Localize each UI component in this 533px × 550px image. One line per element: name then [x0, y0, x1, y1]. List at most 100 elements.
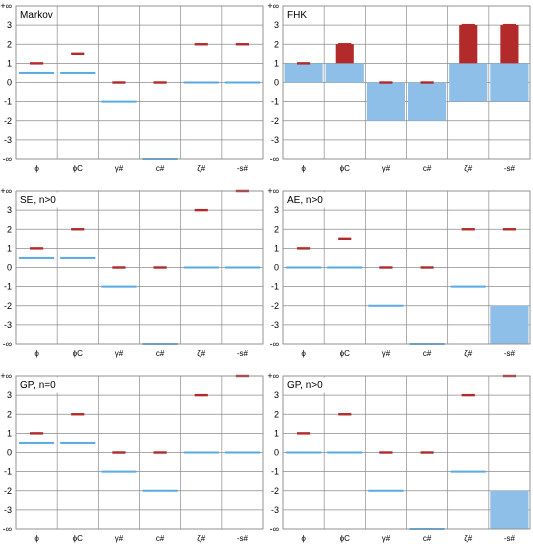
- x-tick-label: ϕC: [73, 534, 83, 543]
- y-tick-label: 2: [7, 224, 12, 234]
- x-tick-label: -s#: [237, 164, 249, 173]
- y-tick-label: 3: [274, 20, 279, 30]
- y-tick-label: -∞: [3, 524, 12, 534]
- y-tick-label: -3: [4, 320, 12, 330]
- x-tick-label: γ#: [115, 164, 124, 173]
- y-tick-label: 3: [274, 390, 279, 400]
- blue-marker: [224, 451, 260, 454]
- y-tick-label: -1: [271, 467, 279, 477]
- x-tick-label: ϕC: [340, 534, 350, 543]
- y-tick-label: 2: [7, 39, 12, 49]
- x-tick-label: -s#: [237, 349, 249, 358]
- red-marker: [502, 228, 517, 231]
- red-marker: [29, 432, 44, 435]
- y-tick-label: -1: [4, 282, 12, 292]
- plot-frame: [15, 375, 264, 530]
- blue-marker: [60, 256, 96, 259]
- red-marker: [338, 413, 352, 416]
- y-tick-label: 2: [274, 224, 279, 234]
- x-tick-label: ζ#: [197, 349, 206, 358]
- panel-title-bg: [284, 377, 327, 393]
- plot-frame: [15, 190, 264, 345]
- y-tick-label: -1: [4, 467, 12, 477]
- blue-marker: [224, 81, 260, 84]
- interval-bar: [284, 63, 323, 83]
- y-tick-label: -2: [271, 301, 279, 311]
- blue-marker: [450, 285, 486, 288]
- red-marker: [461, 393, 475, 397]
- y-tick-label: -∞: [3, 339, 12, 349]
- red-marker: [235, 43, 250, 46]
- red-marker: [153, 451, 167, 454]
- y-tick-label: -3: [4, 505, 12, 515]
- plot-frame: [282, 5, 531, 160]
- red-marker: [379, 451, 393, 454]
- y-tick-label: 3: [274, 205, 279, 215]
- y-tick-label: -2: [271, 116, 279, 126]
- x-tick-label: -s#: [237, 534, 249, 543]
- y-tick-label: 0: [274, 448, 279, 458]
- blue-marker: [327, 266, 363, 269]
- red-marker: [461, 23, 475, 27]
- x-tick-label: ϕ: [301, 349, 306, 358]
- red-marker: [153, 266, 167, 269]
- y-tick-label: -1: [4, 97, 12, 107]
- y-tick-label: 0: [274, 263, 279, 273]
- y-tick-label: -2: [4, 301, 12, 311]
- y-tick-label: +∞: [0, 186, 12, 196]
- y-tick-label: 0: [7, 78, 12, 88]
- y-tick-label: 3: [7, 20, 12, 30]
- x-tick-label: c#: [156, 164, 165, 173]
- blue-marker: [286, 266, 322, 269]
- x-tick-label: c#: [423, 349, 432, 358]
- red-marker: [71, 413, 85, 416]
- x-tick-label: ϕ: [301, 164, 306, 173]
- blue-marker: [19, 71, 55, 74]
- panel-title: GP, n>0: [287, 380, 323, 391]
- chart-panel-6: +∞ 3 2 1 0 -1 -2 -3 -∞ ϕ ϕC γ# c# ζ# -s# GP, n>0: [267, 371, 531, 543]
- y-tick-label: -1: [271, 97, 279, 107]
- y-tick-label: 2: [7, 409, 12, 419]
- blue-marker: [327, 451, 363, 454]
- y-tick-label: 2: [274, 39, 279, 49]
- y-tick-label: -3: [271, 505, 279, 515]
- panel-title-bg: [284, 192, 327, 208]
- x-tick-label: ϕ: [34, 349, 39, 358]
- x-tick-label: -s#: [504, 534, 516, 543]
- y-tick-label: 1: [7, 58, 12, 68]
- blue-marker: [183, 81, 219, 84]
- red-bar: [459, 25, 478, 64]
- x-tick-label: ζ#: [464, 164, 473, 173]
- x-tick-label: c#: [156, 349, 165, 358]
- y-tick-label: -3: [271, 320, 279, 330]
- panel-title-bg: [17, 192, 60, 208]
- y-tick-label: +∞: [0, 371, 12, 381]
- interval-bar: [490, 63, 529, 102]
- y-tick-label: 1: [7, 428, 12, 438]
- red-marker: [461, 228, 475, 231]
- red-marker: [338, 43, 352, 46]
- y-tick-label: -1: [271, 282, 279, 292]
- y-tick-label: 1: [274, 428, 279, 438]
- x-tick-label: ϕC: [340, 164, 350, 173]
- y-tick-label: -2: [4, 486, 12, 496]
- x-tick-label: γ#: [382, 534, 391, 543]
- y-tick-label: +∞: [0, 1, 12, 11]
- x-tick-label: -s#: [504, 164, 516, 173]
- y-tick-label: 1: [274, 243, 279, 253]
- red-marker: [296, 432, 311, 435]
- panel-title: SE, n>0: [20, 195, 56, 206]
- red-marker: [29, 247, 44, 250]
- x-tick-label: ϕC: [340, 349, 350, 358]
- y-tick-label: -∞: [270, 154, 279, 164]
- interval-bar: [490, 490, 529, 529]
- y-tick-label: -2: [4, 116, 12, 126]
- blue-marker: [60, 441, 96, 444]
- blue-marker: [183, 266, 219, 269]
- red-marker: [296, 247, 311, 250]
- blue-marker: [183, 451, 219, 454]
- red-marker: [296, 62, 311, 65]
- chart-panel-5: +∞ 3 2 1 0 -1 -2 -3 -∞ ϕ ϕC γ# c# ζ# -s# GP, n=0: [0, 371, 264, 543]
- x-tick-label: ϕC: [73, 349, 83, 358]
